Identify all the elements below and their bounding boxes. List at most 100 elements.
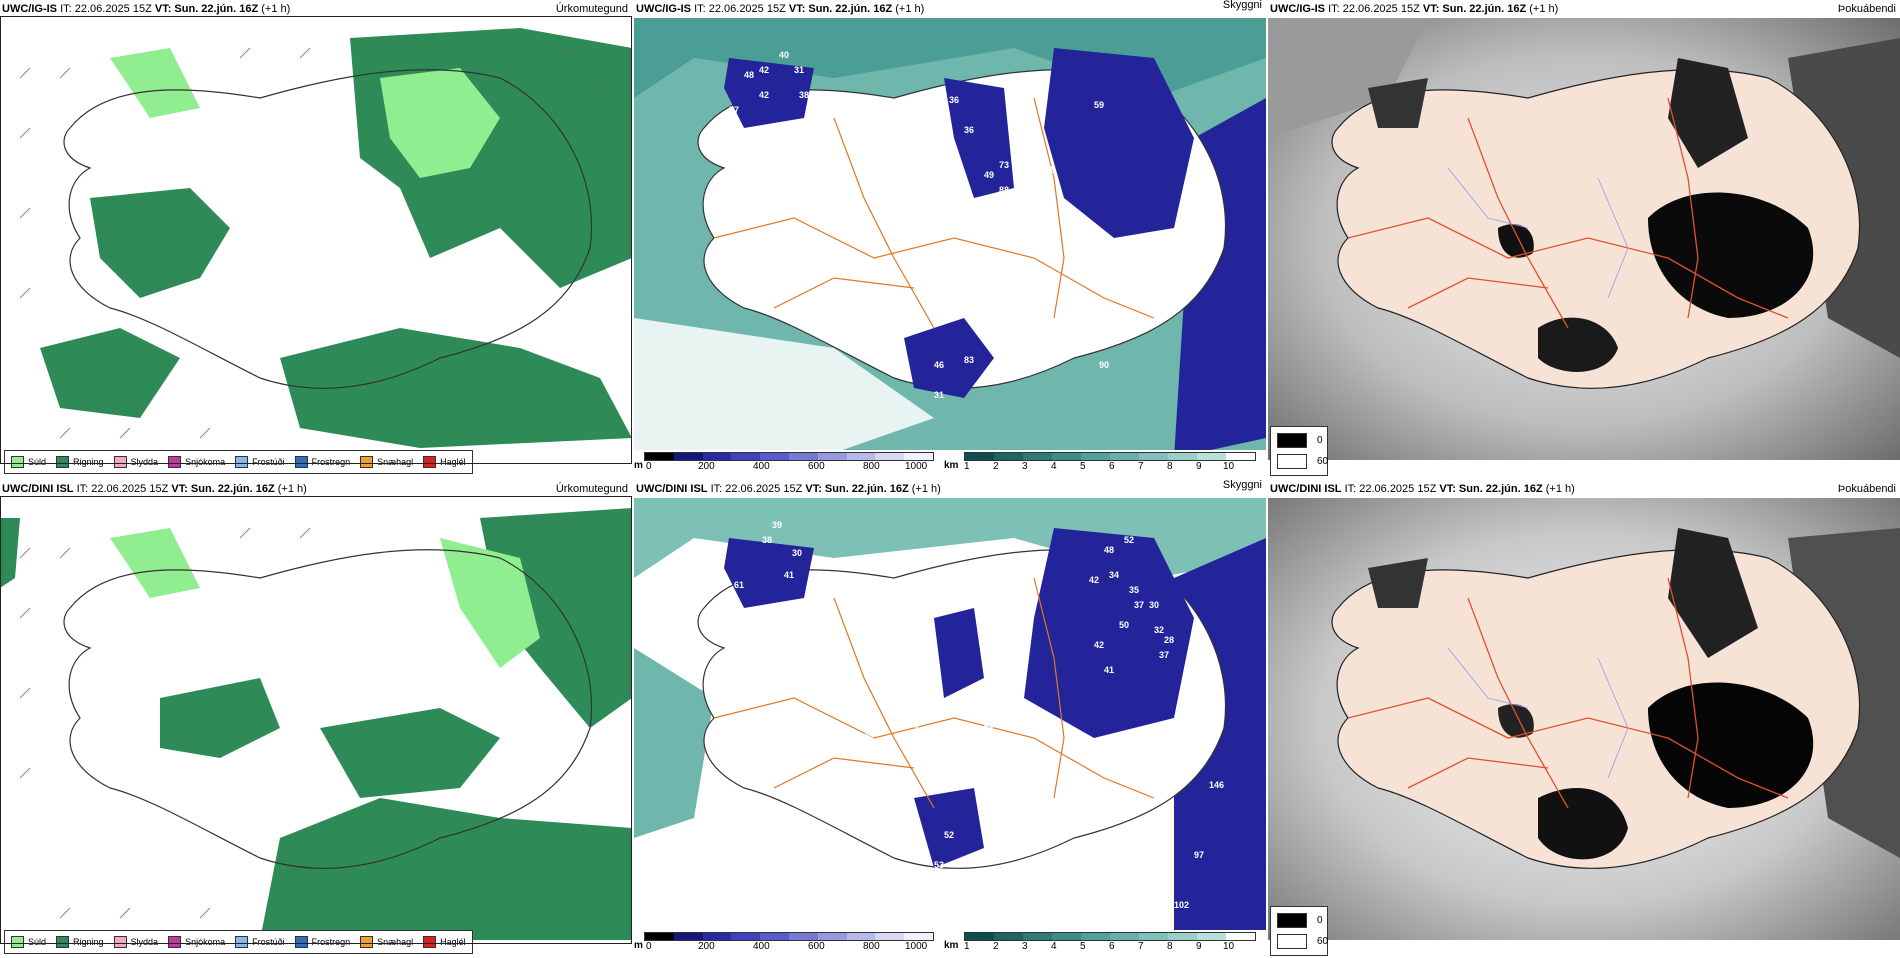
visibility-map[interactable]: 39 38 30 41 40 61 48 52 42 34 35 37 30 50 42 41 32 28 37 61… — [634, 498, 1266, 940]
cloud-base-label: 52 — [1124, 535, 1134, 545]
field-name: Úrkomutegund — [555, 483, 628, 495]
colorbar-tick: 9 — [1196, 461, 1202, 472]
legend-item: Haglél — [423, 456, 466, 468]
cloud-base-label: 35 — [1129, 585, 1139, 595]
cloud-base-colorbar: m 0 200 400 600 800 1000 — [634, 930, 944, 958]
legend-item: Súld — [11, 456, 46, 468]
colorbar-tick: 400 — [753, 941, 770, 952]
colorbar-tick: 5 — [1080, 461, 1086, 472]
cloud-base-label: 73 — [999, 160, 1009, 170]
cloud-base-label: 42 — [759, 90, 769, 100]
visibility-colorbar: km 1 2 3 4 5 6 7 8 9 10 — [944, 450, 1266, 478]
cloud-base-label: 48 — [1104, 545, 1114, 555]
cloud-base-label: 34 — [1024, 160, 1034, 170]
colorbar-tick: 6 — [1109, 461, 1115, 472]
legend-item: Rigning — [56, 456, 104, 468]
cloud-base-label: 52 — [944, 830, 954, 840]
cloud-base-label: 83 — [1194, 710, 1204, 720]
panel-precip-type-dini: UWC/DINI ISL IT: 22.06.2025 15Z VT: Sun.… — [0, 480, 632, 958]
cloud-base-label: 59 — [1094, 100, 1104, 110]
cloud-base-label: 146 — [1209, 780, 1224, 790]
colorbar-tick: 600 — [808, 941, 825, 952]
legend-item: Snjókoma — [168, 936, 225, 948]
cloud-base-label: 38 — [799, 90, 809, 100]
colorbar-tick: 400 — [753, 461, 770, 472]
panel-fog-index-igis: UWC/IG-IS IT: 22.06.2025 15Z VT: Sun. 22… — [1268, 0, 1900, 478]
colorbar-tick: 3 — [1022, 941, 1028, 952]
colorbar-tick: 1 — [964, 941, 970, 952]
colorbar-tick: 2 — [993, 461, 999, 472]
colorbar-tick: 8 — [1167, 941, 1173, 952]
colorbar-tick: 5 — [1080, 941, 1086, 952]
legend-item: Frostúði — [235, 456, 285, 468]
legend-item: Snjókoma — [168, 456, 225, 468]
fog-index-map[interactable] — [1268, 498, 1900, 940]
cloud-base-label: 58 — [1044, 240, 1054, 250]
colorbar-tick: 10 — [1223, 461, 1235, 472]
legend-item: Slydda — [113, 936, 158, 948]
legend-item: Súld — [11, 936, 46, 948]
cloud-base-label: 40 — [864, 730, 874, 740]
cloud-base-label: 90 — [1099, 360, 1109, 370]
panel-header: UWC/DINI ISL IT: 22.06.2025 15Z VT: Sun.… — [634, 480, 1266, 498]
cloud-base-label: 41 — [1104, 665, 1114, 675]
cloud-base-label: 83 — [964, 355, 974, 365]
cloud-base-label: 58 — [964, 705, 974, 715]
panel-precip-type-igis: UWC/IG-IS IT: 22.06.2025 15Z VT: Sun. 22… — [0, 0, 632, 478]
colorbar-tick: 1000 — [905, 461, 928, 472]
fog-index-map[interactable] — [1268, 18, 1900, 460]
panel-header: UWC/DINI ISL IT: 22.06.2025 15Z VT: Sun.… — [1268, 480, 1900, 498]
cloud-base-label: 31 — [934, 390, 944, 400]
field-name: Úrkomutegund — [555, 3, 628, 15]
colorbar-tick: 8 — [1167, 461, 1173, 472]
cloud-base-label: 28 — [1164, 635, 1174, 645]
cloud-base-label: 30 — [792, 548, 802, 558]
fog-legend-dark: 0 — [1317, 435, 1323, 446]
cloud-base-label: 36 — [964, 125, 974, 135]
colorbar-tick: 800 — [863, 461, 880, 472]
visibility-colorbar: km 1 2 3 4 5 6 7 8 9 10 — [944, 930, 1266, 958]
colorbar-tick: 1000 — [905, 941, 928, 952]
cloud-base-label: 30 — [1149, 600, 1159, 610]
precip-type-legend: Súld Rigning Slydda Snjókoma Frostúði Fr… — [4, 450, 473, 474]
fog-index-legend: 0 60 — [1270, 906, 1328, 956]
legend-item: Frostregn — [294, 936, 350, 948]
cloud-base-label: 42 — [1094, 640, 1104, 650]
cloud-base-label: 122 — [979, 210, 994, 220]
colorbar-tick: 200 — [698, 941, 715, 952]
cloud-base-label: 32 — [1154, 625, 1164, 635]
colorbar-unit: m — [634, 460, 643, 471]
colorbar-tick: 2 — [993, 941, 999, 952]
cloud-base-label: 37 — [1134, 600, 1144, 610]
field-name: Skyggni — [1222, 480, 1262, 491]
cloud-base-label: 57 — [1009, 260, 1019, 270]
legend-item: Slydda — [113, 456, 158, 468]
precip-map[interactable] — [0, 18, 632, 460]
precip-map[interactable] — [0, 498, 632, 940]
cloud-base-label: 86 — [1104, 265, 1114, 275]
cloud-base-label: 79 — [1214, 700, 1224, 710]
cloud-base-label: 97 — [1194, 850, 1204, 860]
colorbar-unit: m — [634, 940, 643, 951]
cloud-base-label: 67 — [1029, 235, 1039, 245]
cloud-base-label: 48 — [1014, 190, 1024, 200]
panel-header: UWC/IG-IS IT: 22.06.2025 15Z VT: Sun. 22… — [634, 0, 1266, 18]
visibility-map[interactable]: 40 42 31 42 38 57 48 46 36 36 39 34 31 48 49 73 88 122 65 6… — [634, 18, 1266, 460]
cloud-base-label: 61 — [904, 685, 914, 695]
cloud-base-label: 64 — [939, 700, 949, 710]
cloud-base-label: 39 — [772, 520, 782, 530]
legend-item: Haglél — [423, 936, 466, 948]
cloud-base-label: 64 — [974, 245, 984, 255]
cloud-base-label: 41 — [784, 570, 794, 580]
cloud-base-label: 42 — [1089, 575, 1099, 585]
colorbar-tick: 600 — [808, 461, 825, 472]
cloud-base-label: 31 — [794, 65, 804, 75]
colorbar-tick: 4 — [1051, 461, 1057, 472]
cloud-base-label: 50 — [1119, 620, 1129, 630]
colorbar-tick: 0 — [646, 461, 652, 472]
cloud-base-label: 39 — [1014, 135, 1024, 145]
colorbar-tick: 4 — [1051, 941, 1057, 952]
precip-type-legend: Súld Rigning Slydda Snjókoma Frostúði Fr… — [4, 930, 473, 954]
cloud-base-label: 46 — [934, 110, 944, 120]
cloud-base-label: 102 — [1174, 900, 1189, 910]
